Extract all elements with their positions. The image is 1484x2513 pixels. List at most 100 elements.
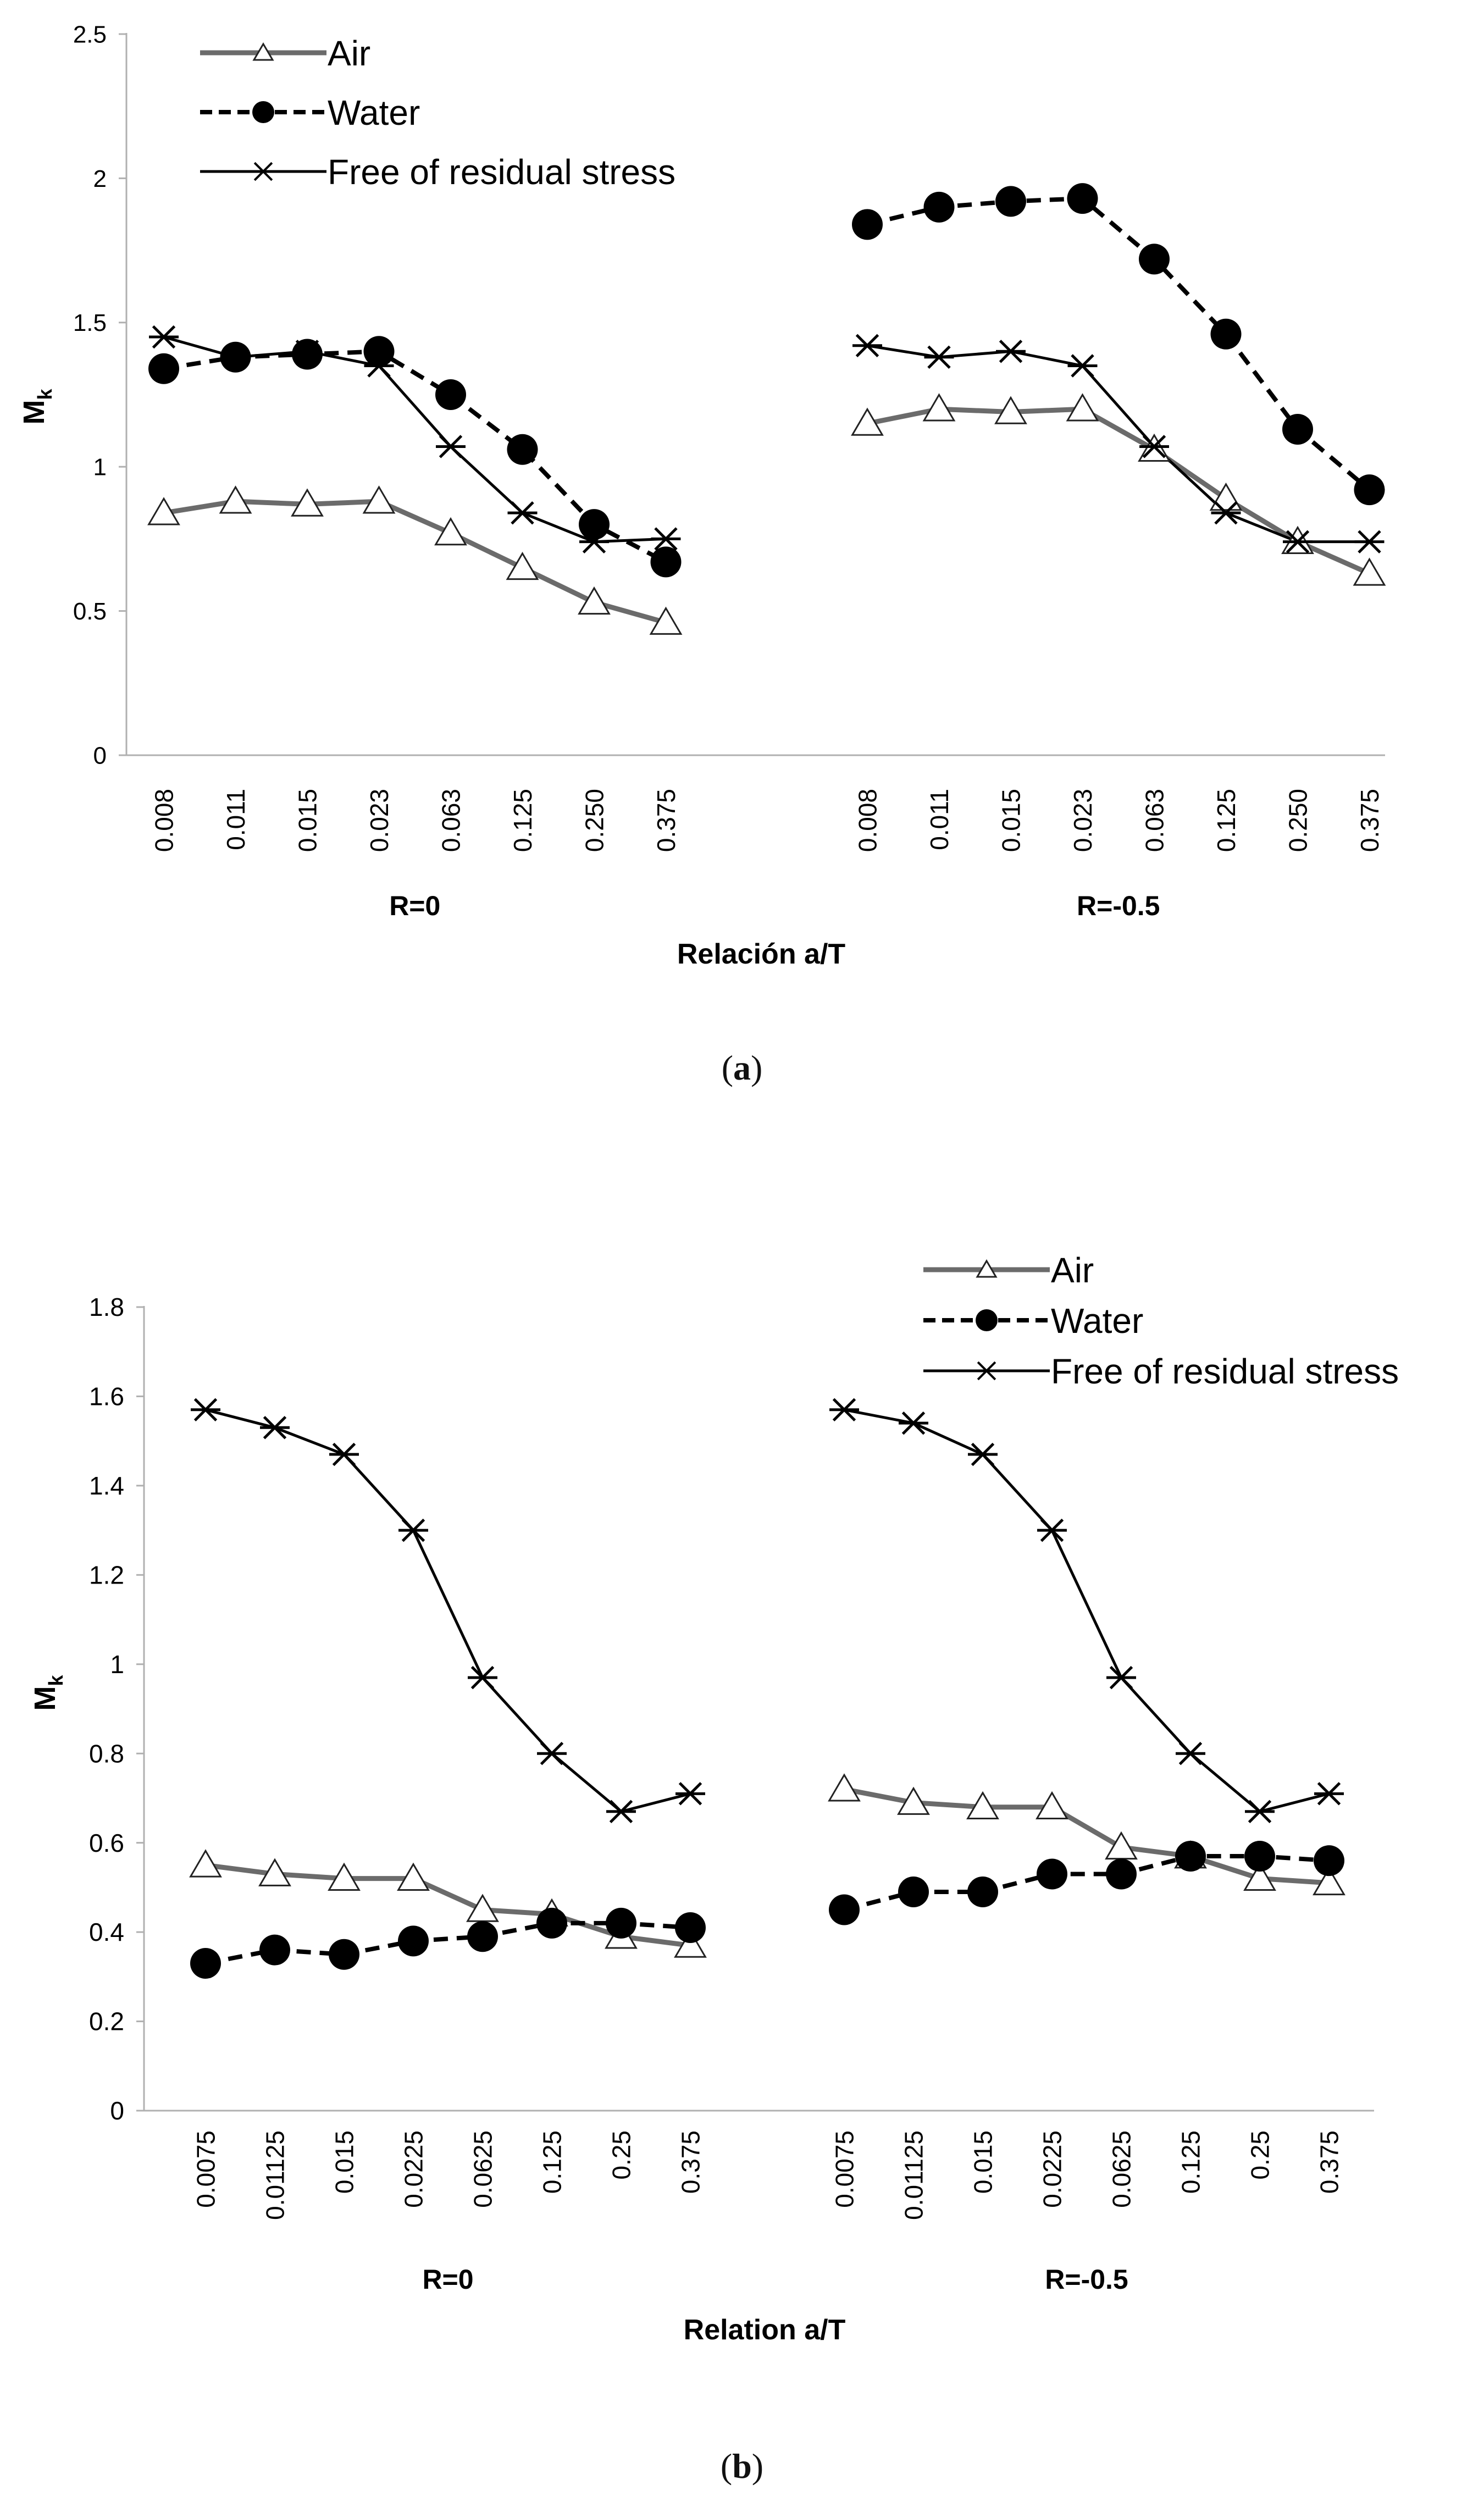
x-tick-label: 0.125	[1177, 2130, 1205, 2194]
data-point-triangle	[1209, 482, 1243, 511]
data-point-star	[398, 1518, 428, 1542]
data-point-star	[1139, 435, 1169, 458]
data-point-triangle	[1105, 1831, 1138, 1860]
data-point-triangle	[994, 396, 1027, 424]
data-point-star	[507, 501, 538, 525]
x-tick-label: 0.375	[1355, 789, 1384, 852]
data-point-star	[924, 345, 954, 369]
data-point-triangle	[362, 485, 396, 514]
data-point-star	[220, 345, 251, 369]
y-tick-label: 0.8	[89, 1739, 124, 1768]
legend-label: Free of residual stress	[328, 152, 675, 192]
data-point-circle	[1037, 1858, 1067, 1890]
x-tick-label: 0.375	[1315, 2130, 1344, 2194]
data-point-triangle	[1313, 1867, 1345, 1896]
chart-b: 0 0.2 0.4 0.6 0.8 1 1.2 1.4 1.6 1.8 Mk 0.0075 0.0112…	[29, 1250, 1399, 2346]
series-line-circle	[163, 349, 667, 564]
legend-marker-circle	[252, 101, 274, 123]
data-point-circle	[1282, 413, 1313, 445]
data-point-star	[829, 1398, 859, 1422]
x-tick-label: 0.008	[854, 789, 882, 852]
data-point-circle	[650, 546, 682, 578]
y-tick-label: 0.5	[73, 598, 107, 625]
data-point-star	[1354, 530, 1385, 553]
legend-label: Water	[1051, 1301, 1143, 1341]
chart-a: 0 0.5 1 1.5 2 2.5 Mk 0.008 0.011 0.015 0.023 0.063 0…	[18, 21, 1386, 970]
x-tick-label: 0.008	[150, 789, 179, 852]
legend-label: Air	[328, 34, 370, 73]
data-point-triangle	[649, 606, 683, 635]
y-tick-label: 0.6	[89, 1829, 124, 1857]
data-point-triangle	[434, 517, 467, 546]
y-tick-label: 1.5	[73, 309, 107, 336]
data-point-star	[996, 340, 1026, 363]
data-point-star	[292, 340, 322, 363]
x-tick-label: 0.0075	[192, 2130, 220, 2208]
legend: Air Water Free of residual stress	[200, 34, 675, 192]
legend-label: Water	[328, 93, 420, 132]
data-point-circle	[675, 1912, 706, 1943]
data-point-circle	[898, 1877, 929, 1908]
y-tick-label: 0.4	[89, 1918, 124, 1946]
data-point-triangle	[1353, 557, 1386, 586]
series-line-triangle	[163, 499, 667, 625]
y-tick-label: 1.2	[89, 1560, 124, 1589]
caption-b-letter: b	[732, 2446, 752, 2486]
data-point-circle	[398, 1925, 429, 1957]
data-point-star	[1314, 1782, 1344, 1806]
data-point-circle	[507, 434, 538, 465]
x-tick-label: 0.023	[365, 789, 394, 852]
data-point-triangle	[328, 1862, 361, 1891]
data-point-circle	[536, 1907, 567, 1939]
legend-marker-triangle	[976, 1259, 998, 1278]
x-tick-label: 0.015	[294, 789, 322, 852]
x-tick-label: 0.25	[607, 2130, 636, 2180]
x-tick-label: 0.25	[1246, 2130, 1275, 2180]
data-point-circle	[292, 339, 323, 370]
y-tick-label: 1.6	[89, 1382, 124, 1411]
caption-a-letter: a	[733, 1048, 751, 1087]
data-point-triangle	[828, 1773, 861, 1802]
group-label: R=0	[389, 890, 440, 921]
y-tick-label: 1.8	[89, 1293, 124, 1321]
data-point-circle	[1314, 1845, 1344, 1877]
data-point-circle	[363, 336, 395, 367]
x-tick-label: 0.0225	[400, 2130, 428, 2208]
data-point-star	[579, 530, 609, 553]
x-tick-label: 0.125	[538, 2130, 567, 2194]
data-point-circle	[1354, 474, 1385, 506]
group-label: R=0	[422, 2264, 473, 2295]
x-tick-label: 0.250	[1284, 789, 1313, 852]
x-tick-label: 0.015	[969, 2130, 998, 2194]
x-tick-label: 0.063	[437, 789, 466, 852]
y-tick-label: 1.4	[89, 1471, 124, 1500]
series-line-triangle	[867, 406, 1371, 576]
data-point-triangle	[291, 488, 324, 517]
x-tick-label: 0.01125	[261, 2130, 290, 2220]
data-point-circle	[467, 1921, 498, 1952]
data-point-triangle	[851, 407, 884, 436]
group-label: R=-0.5	[1045, 2264, 1128, 2295]
data-point-star	[364, 354, 394, 378]
y-axis-label: Mk	[29, 1675, 67, 1711]
data-point-circle	[1139, 243, 1170, 275]
x-tick-label: 0.015	[997, 789, 1026, 852]
x-tick-label: 0.125	[1212, 789, 1241, 852]
data-point-triangle	[1036, 1791, 1068, 1819]
data-point-star	[1211, 501, 1241, 525]
data-point-circle	[435, 379, 466, 410]
x-tick-label: 0.375	[652, 789, 680, 852]
data-point-circle	[852, 209, 883, 240]
x-tick-label: 0.125	[508, 789, 537, 852]
data-point-circle	[923, 191, 955, 223]
data-point-triangle	[578, 586, 611, 615]
series-line-triangle	[844, 1786, 1330, 1886]
caption-a: (a)	[721, 1048, 763, 1087]
data-point-star	[1245, 1800, 1275, 1824]
data-point-triangle	[1066, 393, 1099, 422]
x-axis-label: Relation a/T	[684, 2314, 846, 2346]
data-point-circle	[995, 186, 1026, 217]
series-line-star	[844, 1408, 1330, 1813]
legend-label: Air	[1051, 1250, 1094, 1290]
